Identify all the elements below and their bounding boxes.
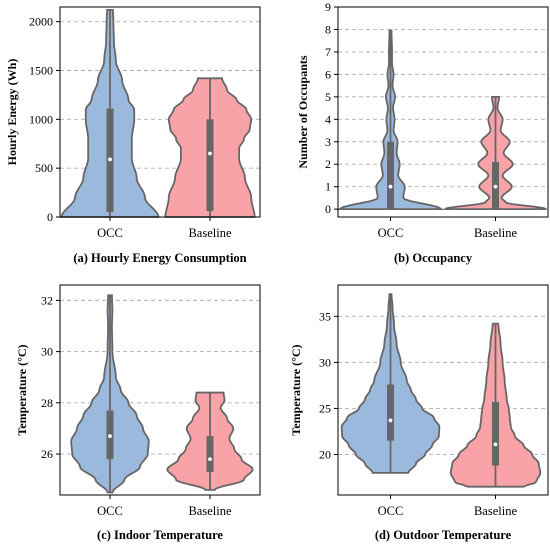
y-axis-title: Temperature (°C) <box>289 344 303 435</box>
y-axis-title: Temperature (°C) <box>15 344 29 435</box>
median-marker <box>388 184 393 189</box>
panel-indoor-temperature: 26 28 30 32 OCC Baseline Temperature (°C) (c)… <box>15 284 261 542</box>
y-tick-label: 3 <box>325 135 331 149</box>
x-tick-label: Baseline <box>188 226 231 240</box>
iqr-box <box>492 401 499 466</box>
iqr-box <box>387 384 394 441</box>
y-tick-label: 2 <box>325 157 331 171</box>
panel-caption: (c) Indoor Temperature <box>97 528 223 542</box>
y-tick-label: 25 <box>319 401 331 415</box>
y-tick-label: 6 <box>325 67 331 81</box>
y-tick-label: 2000 <box>29 15 53 29</box>
panel-caption: (a) Hourly Energy Consumption <box>73 251 246 265</box>
median-marker <box>208 457 212 462</box>
y-tick-label: 30 <box>41 345 53 359</box>
y-tick-label: 7 <box>325 45 331 59</box>
y-tick-label: 30 <box>319 355 331 369</box>
y-tick-label: 35 <box>319 309 331 323</box>
y-tick-label: 9 <box>325 0 331 14</box>
panel-hourly-energy: 0 500 1000 1500 2000 OCC Baseline Hourly Energ… <box>5 6 261 265</box>
iqr-box <box>387 141 394 210</box>
y-tick-label: 1 <box>325 180 331 194</box>
y-tick-label: 1000 <box>29 112 53 126</box>
x-tick-label: Baseline <box>188 504 231 518</box>
y-tick-label: 5 <box>325 90 331 104</box>
x-tick-label: Baseline <box>474 504 517 518</box>
median-marker <box>493 184 498 189</box>
x-tick-label: OCC <box>97 504 123 518</box>
y-tick-label: 8 <box>325 22 331 36</box>
y-tick-label: 28 <box>41 396 53 410</box>
y-axis-title: Hourly Energy (Wh) <box>5 59 19 166</box>
x-tick-label: OCC <box>97 226 123 240</box>
y-tick-label: 4 <box>325 112 331 126</box>
y-tick-label: 26 <box>41 447 53 461</box>
y-tick-label: 1500 <box>29 63 53 77</box>
median-marker <box>208 151 212 156</box>
median-marker <box>388 418 393 423</box>
iqr-box <box>206 436 214 472</box>
panel-outdoor-temperature: 20 25 30 35 OCC Baseline Temperature (°C) (d)… <box>289 284 549 542</box>
y-tick-label: 500 <box>35 161 53 175</box>
panel-caption: (d) Outdoor Temperature <box>375 528 512 542</box>
panel-occupancy: 0 1 2 3 4 5 6 7 8 9 OCC Baseline Number of Occupant… <box>296 0 549 265</box>
median-marker <box>108 434 112 438</box>
x-tick-label: Baseline <box>474 226 517 240</box>
median-marker <box>493 442 498 447</box>
y-tick-label: 0 <box>325 202 331 216</box>
y-tick-label: 0 <box>47 210 53 224</box>
x-tick-label: OCC <box>378 504 404 518</box>
median-marker <box>108 157 112 162</box>
x-tick-label: OCC <box>378 226 404 240</box>
plot-frame <box>59 284 261 496</box>
plot-frame <box>337 6 549 218</box>
plot-frame <box>59 6 261 218</box>
y-tick-label: 32 <box>41 293 53 307</box>
panel-caption: (b) Occupancy <box>394 251 473 265</box>
plot-frame <box>337 284 549 496</box>
y-tick-label: 20 <box>319 447 331 461</box>
iqr-box <box>206 119 214 212</box>
y-axis-title: Number of Occupants <box>296 55 310 168</box>
